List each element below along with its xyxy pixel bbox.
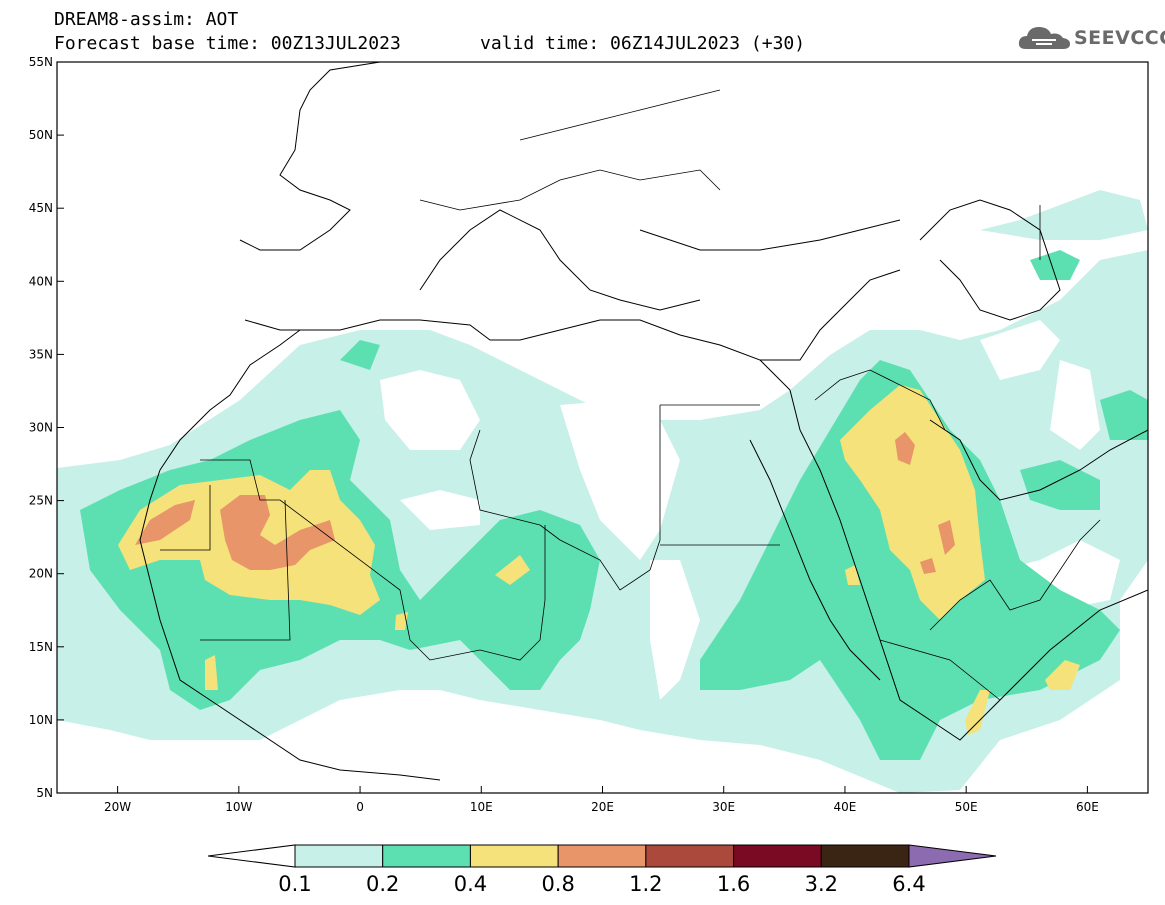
colorbar-swatch: [294, 844, 384, 868]
lat-tick-label: 50N: [29, 128, 53, 142]
lat-tick-label: 35N: [29, 347, 53, 361]
colorbar-swatch: [207, 844, 296, 868]
colorbar-swatch: [382, 844, 471, 868]
lon-tick-label: 30E: [712, 800, 735, 814]
lat-tick-label: 20N: [29, 567, 53, 581]
colorbar-label: 0.4: [453, 872, 488, 896]
coastlines: [139, 62, 1148, 781]
colorbar-label: 0.1: [278, 872, 312, 896]
colorbar-label: 6.4: [892, 872, 926, 896]
lon-tick-label: 10E: [470, 800, 493, 814]
lon-tick-label: 50E: [955, 800, 978, 814]
lon-tick-label: 40E: [834, 800, 857, 814]
lat-tick-label: 40N: [29, 274, 53, 288]
seevccc-logo: SEEVCCC: [1018, 23, 1165, 57]
lat-tick-label: 10N: [29, 713, 53, 727]
valid-time: valid time: 06Z14JUL2023 (+30): [480, 33, 806, 54]
colorbar-label: 0.2: [366, 872, 400, 896]
cloud-icon: [1018, 27, 1070, 49]
lat-tick-label: 5N: [36, 786, 53, 800]
colorbar-swatch: [645, 844, 735, 868]
colorbar-swatch: [820, 844, 910, 868]
colorbar-swatches: [207, 844, 997, 868]
forecast-base-time: Forecast base time: 00Z13JUL2023: [54, 33, 401, 54]
colorbar-swatch: [733, 844, 822, 868]
colorbar-swatch: [469, 844, 559, 868]
logo-text: SEEVCCC: [1074, 27, 1165, 49]
lon-tick-label: 20E: [591, 800, 614, 814]
lat-tick-label: 45N: [29, 201, 53, 215]
colorbar-swatch: [557, 844, 647, 868]
colorbar-label: 1.6: [716, 872, 751, 896]
lat-tick-label: 30N: [29, 421, 53, 435]
aot-level-0.8: [135, 432, 955, 574]
lon-tick-label: 10W: [225, 800, 252, 814]
axis-ticks: 20W 10W 0 10E 20E 30E 40E 50E 60E 55N 50N 45N 40N 35N…: [29, 55, 1099, 814]
lat-tick-label: 25N: [29, 494, 53, 508]
country-borders: [160, 89, 1101, 701]
map-title: DREAM8-assim: AOT: [54, 9, 239, 30]
aot-field: [57, 190, 1148, 793]
colorbar-label: 3.2: [804, 872, 838, 896]
lon-tick-label: 0: [356, 800, 364, 814]
lon-tick-label: 60E: [1076, 800, 1099, 814]
aot-clear-areas: [380, 320, 1120, 700]
colorbar-swatch: [908, 844, 997, 868]
colorbar-label: 1.2: [629, 872, 663, 896]
lat-tick-label: 55N: [29, 55, 53, 69]
lon-tick-label: 20W: [104, 800, 131, 814]
colorbar-label: 0.8: [541, 872, 575, 896]
lat-tick-label: 15N: [29, 640, 53, 654]
